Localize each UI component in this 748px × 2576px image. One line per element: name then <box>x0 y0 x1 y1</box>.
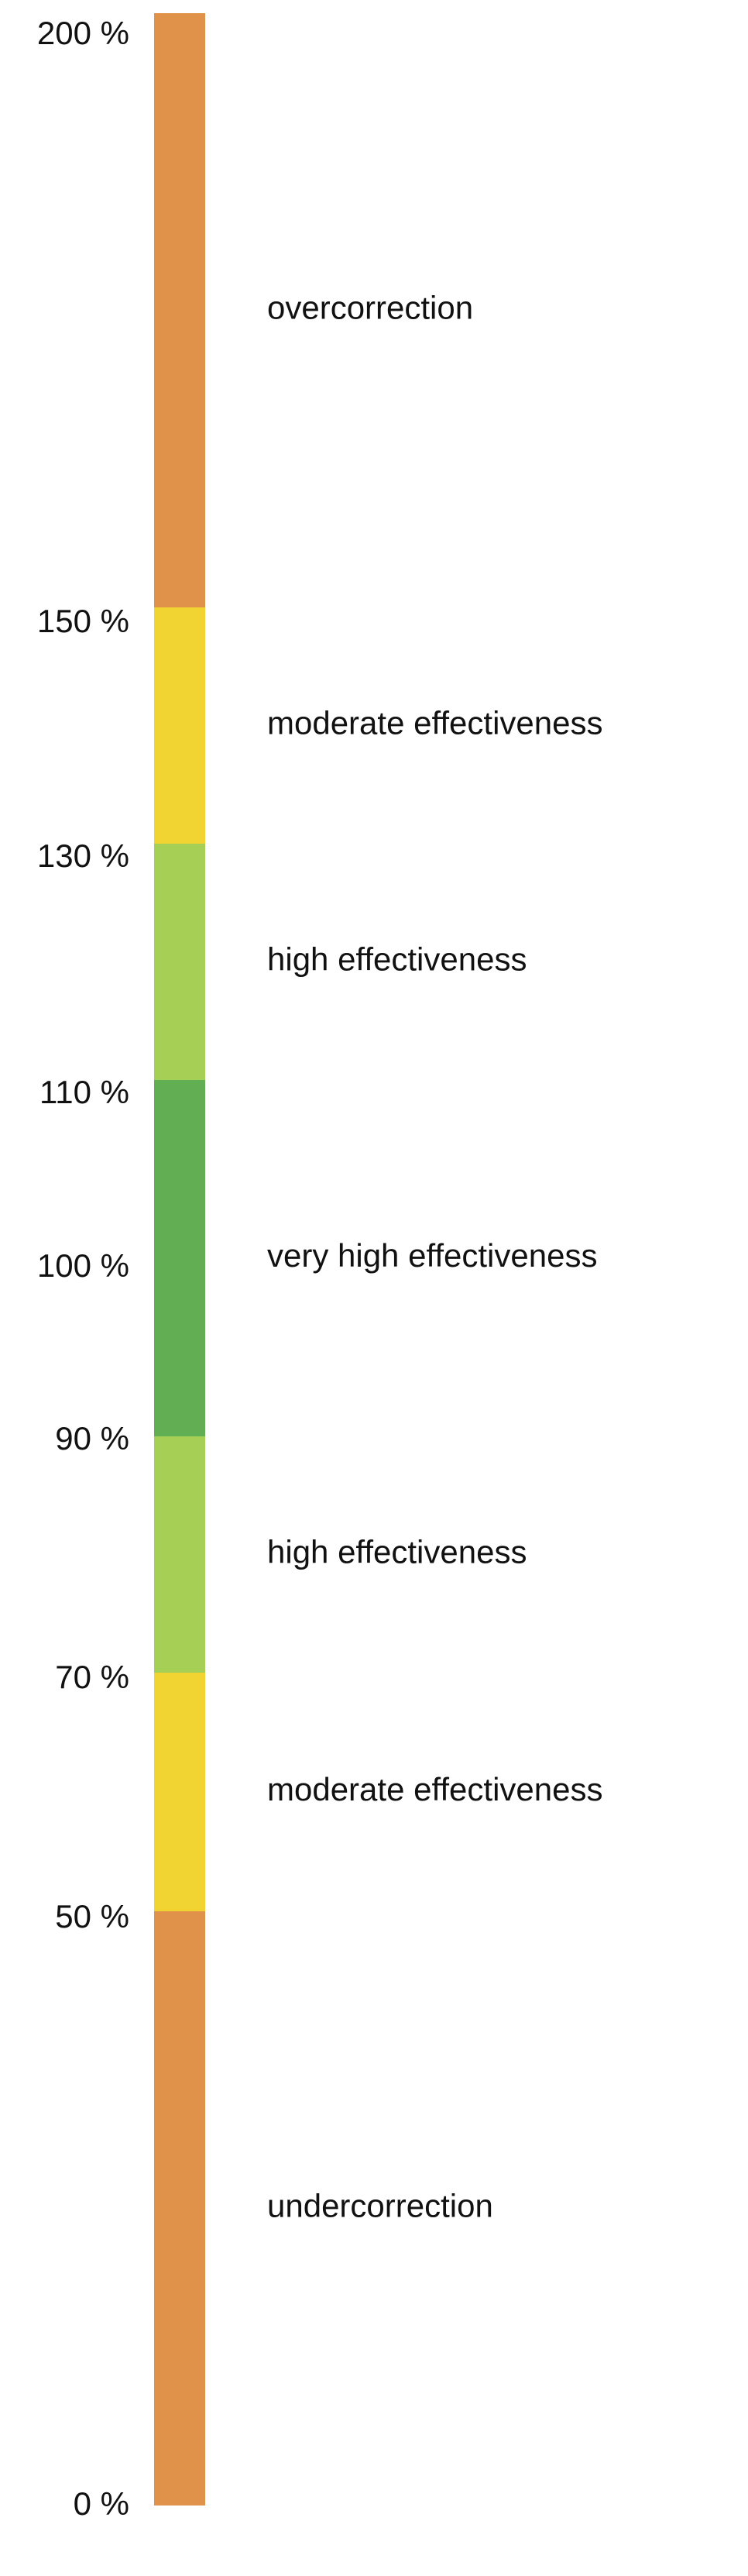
tick-label: 0 % <box>74 2485 129 2522</box>
scale-band <box>154 1911 205 2505</box>
tick-label: 130 % <box>37 837 129 874</box>
tick-label: 200 % <box>37 15 129 51</box>
scale-band <box>154 844 205 1080</box>
tick-label: 70 % <box>55 1659 129 1695</box>
tick-label: 110 % <box>39 1074 129 1110</box>
scale-band <box>154 13 205 607</box>
scale-band <box>154 607 205 844</box>
tick-label: 150 % <box>37 603 129 639</box>
band-label: high effectiveness <box>267 941 527 978</box>
scale-band <box>154 1436 205 1673</box>
tick-label: 90 % <box>55 1420 129 1457</box>
band-label: high effectiveness <box>267 1534 527 1570</box>
tick-label: 50 % <box>55 1898 129 1935</box>
scale-band <box>154 1673 205 1911</box>
band-label: overcorrection <box>267 290 473 326</box>
scale-band <box>154 1080 205 1436</box>
band-label: moderate effectiveness <box>267 705 602 741</box>
band-label: undercorrection <box>267 2188 493 2224</box>
tick-label: 100 % <box>37 1247 129 1284</box>
band-label: moderate effectiveness <box>267 1771 602 1807</box>
band-label: very high effectiveness <box>267 1237 597 1274</box>
